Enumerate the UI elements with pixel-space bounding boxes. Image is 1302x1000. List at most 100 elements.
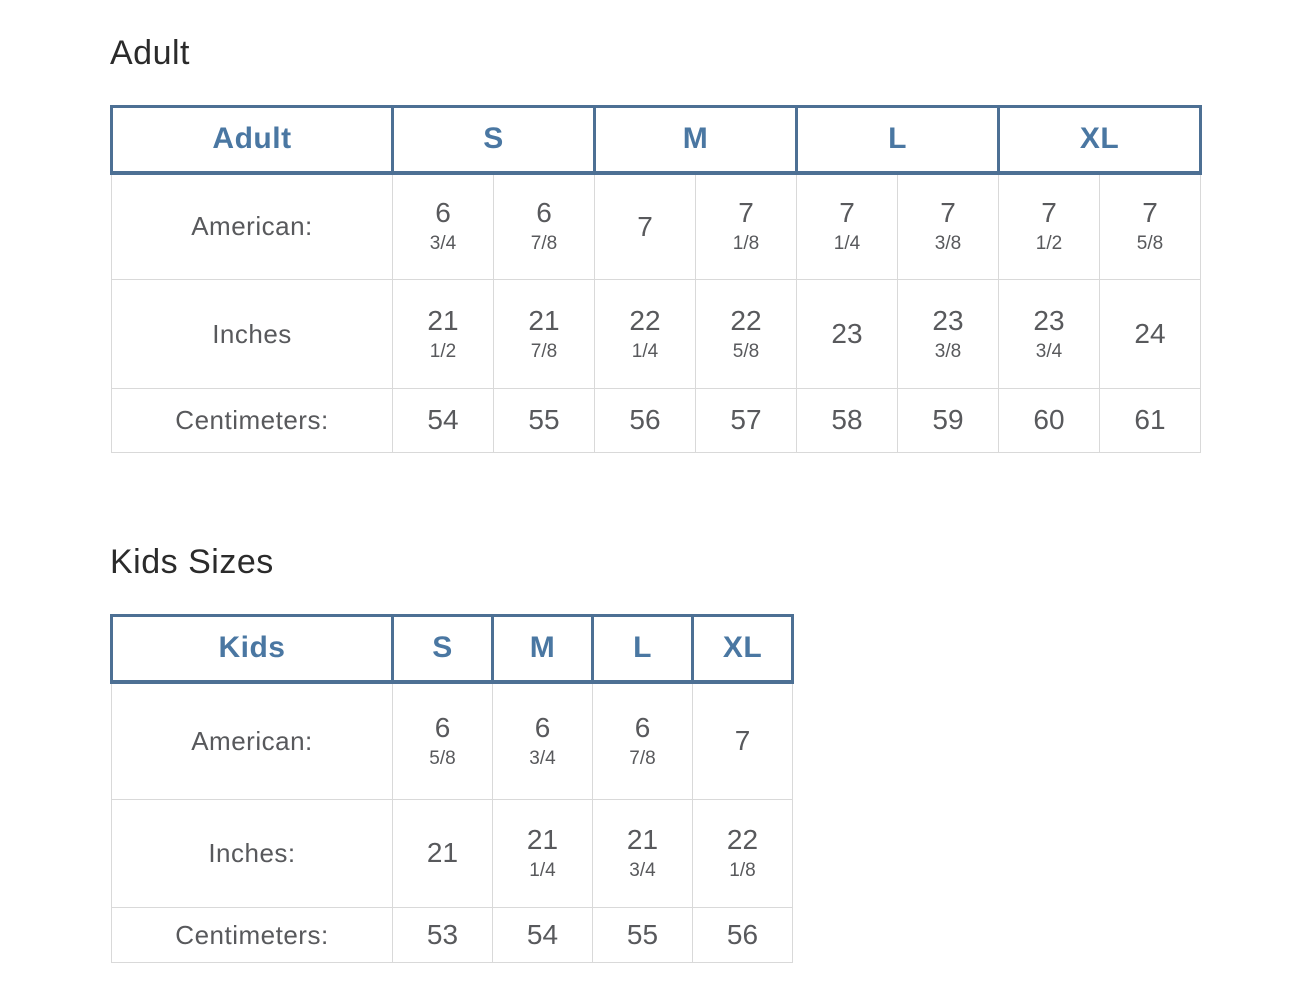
size-value: 7 — [595, 211, 695, 243]
adult-american-value-cell: 6 3/4 — [392, 172, 494, 280]
size-value-number: 21 — [427, 304, 459, 336]
adult-inches-value-cell: 23 3/8 — [897, 279, 999, 389]
size-value: 22 1/8 — [693, 824, 792, 883]
size-value: 21 3/4 — [593, 824, 692, 883]
kids-inches-value-cell: 21 — [392, 799, 493, 908]
kids-centimeters-value-cell: 54 — [492, 907, 593, 963]
adult-american-row-label: American: — [111, 172, 393, 280]
size-value-number: 21 — [426, 837, 459, 869]
adult-corner-header: Adult — [110, 105, 394, 175]
size-value-number: 23 — [1033, 304, 1065, 336]
size-value: 7 3/8 — [898, 197, 998, 256]
kids-american-value-cell: 6 5/8 — [392, 681, 493, 800]
size-value: 6 3/4 — [493, 712, 592, 771]
kids-centimeters-value-cell: 56 — [692, 907, 793, 963]
adult-inches-value-cell: 21 7/8 — [493, 279, 595, 389]
size-value: 23 3/8 — [898, 305, 998, 364]
size-value-fraction: 3/8 — [934, 233, 962, 255]
adult-row-american: American: 6 3/4 6 7/8 7 7 1/8 7 1/4 7 3/8 7 1/2 7 5/8 — [111, 172, 1201, 280]
size-value-number: 60 — [1033, 404, 1065, 436]
size-value: 61 — [1100, 404, 1200, 436]
size-value: 22 1/4 — [595, 305, 695, 364]
size-value-number: 21 — [526, 824, 559, 855]
size-value-number: 7 — [637, 210, 653, 242]
size-value-number: 54 — [427, 404, 459, 436]
size-value: 7 5/8 — [1100, 197, 1200, 256]
size-value-fraction: 1/8 — [729, 860, 756, 882]
kids-size-table: Kids S M L XL American: 6 5/8 6 3/4 6 7/8 7 Inches: 21… — [110, 614, 794, 963]
adult-row-centimeters: Centimeters: 54 55 56 57 58 59 60 61 — [111, 388, 1201, 453]
size-value-number: 24 — [1134, 317, 1166, 349]
adult-centimeters-value-cell: 55 — [493, 388, 595, 453]
size-value-number: 23 — [932, 304, 964, 336]
size-value: 59 — [898, 404, 998, 436]
kids-centimeters-value-cell: 53 — [392, 907, 493, 963]
size-value-fraction: 7/8 — [530, 340, 558, 362]
size-value-number: 7 — [734, 725, 751, 757]
size-value-number: 61 — [1134, 404, 1166, 436]
kids-corner-header: Kids — [110, 614, 394, 684]
size-value-fraction: 7/8 — [530, 233, 558, 255]
kids-inches-value-cell: 21 1/4 — [492, 799, 593, 908]
adult-header-row: Adult S M L XL — [110, 105, 1202, 175]
size-value-number: 59 — [932, 404, 964, 436]
size-value: 7 — [693, 725, 792, 757]
size-value: 6 3/4 — [393, 197, 493, 256]
size-value: 24 — [1100, 318, 1200, 350]
kids-american-value-cell: 6 3/4 — [492, 681, 593, 800]
size-value: 7 1/8 — [696, 197, 796, 256]
kids-inches-value-cell: 21 3/4 — [592, 799, 693, 908]
size-value-fraction: 1/8 — [732, 233, 760, 255]
adult-american-value-cell: 7 3/8 — [897, 172, 999, 280]
size-value-number: 22 — [730, 304, 762, 336]
size-value-fraction: 1/2 — [1035, 233, 1063, 255]
size-value-number: 55 — [626, 918, 659, 950]
size-value-fraction: 3/4 — [429, 233, 457, 255]
kids-row-centimeters: Centimeters: 53 54 55 56 — [111, 907, 793, 963]
adult-american-value-cell: 7 — [594, 172, 696, 280]
size-value: 7 1/2 — [999, 197, 1099, 256]
size-value-number: 57 — [730, 404, 762, 436]
size-value-number: 21 — [626, 824, 659, 855]
size-value-fraction: 1/4 — [833, 233, 861, 255]
size-value: 6 7/8 — [593, 712, 692, 771]
size-value-number: 6 — [434, 711, 451, 743]
kids-section: Kids Sizes Kids S M L XL American: 6 5/8 6 3/4 6 7/… — [110, 543, 1302, 963]
size-value: 6 7/8 — [494, 197, 594, 256]
kids-row-inches: Inches: 21 21 1/4 21 3/4 22 1/8 — [111, 799, 793, 908]
size-value: 21 7/8 — [494, 305, 594, 364]
size-value-number: 23 — [831, 317, 863, 349]
kids-size-header-m: M — [491, 614, 594, 684]
adult-section: Adult Adult S M L XL American: 6 3/4 6 7/8 7 7 1/8 7 1… — [110, 34, 1302, 453]
size-value: 60 — [999, 404, 1099, 436]
size-value: 55 — [593, 919, 692, 951]
kids-inches-value-cell: 22 1/8 — [692, 799, 793, 908]
adult-american-value-cell: 7 1/2 — [998, 172, 1100, 280]
size-value-fraction: 1/4 — [529, 860, 556, 882]
adult-inches-value-cell: 21 1/2 — [392, 279, 494, 389]
size-value-number: 53 — [426, 918, 459, 950]
size-value: 53 — [393, 919, 492, 951]
size-value-number: 22 — [726, 824, 759, 855]
size-value-number: 7 — [940, 197, 956, 229]
adult-inches-value-cell: 22 5/8 — [695, 279, 797, 389]
adult-size-header-m: M — [593, 105, 798, 175]
adult-size-header-l: L — [795, 105, 1000, 175]
size-value: 55 — [494, 404, 594, 436]
kids-size-header-xl: XL — [691, 614, 794, 684]
size-value-number: 7 — [839, 197, 855, 229]
adult-row-inches: Inches 21 1/2 21 7/8 22 1/4 22 5/8 23 23 3/8 23 3/4 24 — [111, 279, 1201, 389]
kids-size-header-s: S — [391, 614, 494, 684]
kids-american-value-cell: 6 7/8 — [592, 681, 693, 800]
size-value-number: 6 — [634, 711, 651, 743]
kids-american-row-label: American: — [111, 681, 393, 800]
size-value: 56 — [693, 919, 792, 951]
size-value-number: 58 — [831, 404, 863, 436]
size-value-fraction: 5/8 — [429, 747, 456, 769]
adult-inches-row-label: Inches — [111, 279, 393, 389]
adult-american-value-cell: 7 1/8 — [695, 172, 797, 280]
size-value: 22 5/8 — [696, 305, 796, 364]
size-value: 54 — [493, 919, 592, 951]
size-value-number: 54 — [526, 918, 559, 950]
kids-centimeters-value-cell: 55 — [592, 907, 693, 963]
